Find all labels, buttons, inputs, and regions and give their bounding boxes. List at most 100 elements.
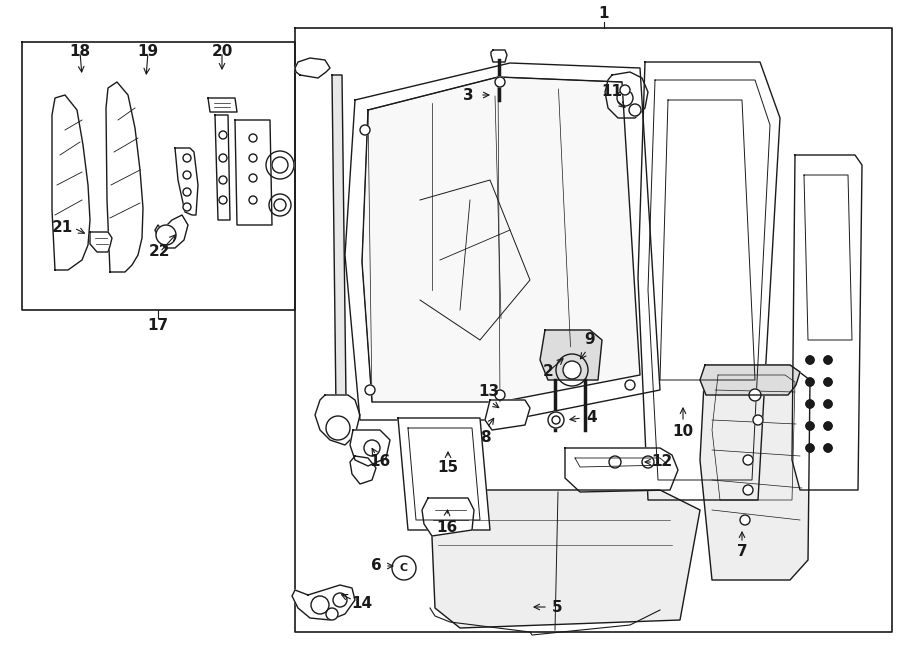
Text: 6: 6 <box>371 559 382 574</box>
Circle shape <box>806 378 814 386</box>
Polygon shape <box>235 120 272 225</box>
Polygon shape <box>22 42 295 310</box>
Text: 21: 21 <box>51 221 73 235</box>
Circle shape <box>563 361 581 379</box>
Circle shape <box>824 422 832 430</box>
Polygon shape <box>605 72 648 118</box>
Circle shape <box>249 154 257 162</box>
Polygon shape <box>208 98 237 112</box>
Text: 2: 2 <box>543 364 553 379</box>
Polygon shape <box>350 430 390 466</box>
Circle shape <box>183 154 191 162</box>
Circle shape <box>249 196 257 204</box>
Circle shape <box>552 416 560 424</box>
Polygon shape <box>700 365 810 580</box>
Circle shape <box>806 356 814 364</box>
Circle shape <box>743 455 753 465</box>
Polygon shape <box>430 490 700 628</box>
Polygon shape <box>485 400 530 430</box>
Text: 8: 8 <box>480 430 491 444</box>
Circle shape <box>824 400 832 408</box>
Circle shape <box>824 444 832 452</box>
Text: 19: 19 <box>138 44 158 59</box>
Text: 7: 7 <box>737 545 747 559</box>
Text: 14: 14 <box>351 596 373 611</box>
Circle shape <box>266 151 294 179</box>
Circle shape <box>269 194 291 216</box>
Text: 3: 3 <box>463 87 473 102</box>
Text: 9: 9 <box>585 332 595 348</box>
Polygon shape <box>295 58 330 78</box>
Polygon shape <box>295 28 892 632</box>
Polygon shape <box>332 75 346 408</box>
Polygon shape <box>491 50 507 62</box>
Circle shape <box>156 225 176 245</box>
Circle shape <box>495 390 505 400</box>
Circle shape <box>392 556 416 580</box>
Circle shape <box>753 415 763 425</box>
Polygon shape <box>175 148 198 215</box>
Circle shape <box>311 596 329 614</box>
Polygon shape <box>350 456 376 484</box>
Circle shape <box>824 378 832 386</box>
Circle shape <box>326 608 338 620</box>
Polygon shape <box>292 585 355 620</box>
Circle shape <box>274 199 286 211</box>
Text: 16: 16 <box>369 455 391 469</box>
Polygon shape <box>422 498 474 536</box>
Polygon shape <box>315 395 360 445</box>
Circle shape <box>219 154 227 162</box>
Circle shape <box>625 380 635 390</box>
Polygon shape <box>345 63 660 420</box>
Circle shape <box>642 456 654 468</box>
Circle shape <box>556 354 588 386</box>
Circle shape <box>743 485 753 495</box>
Polygon shape <box>638 62 780 500</box>
Circle shape <box>806 444 814 452</box>
Circle shape <box>824 356 832 364</box>
Polygon shape <box>565 448 678 492</box>
Circle shape <box>183 188 191 196</box>
Circle shape <box>183 203 191 211</box>
Text: 4: 4 <box>587 410 598 426</box>
Circle shape <box>495 77 505 87</box>
Circle shape <box>249 134 257 142</box>
Circle shape <box>609 456 621 468</box>
Circle shape <box>219 131 227 139</box>
Polygon shape <box>362 77 640 402</box>
Text: 10: 10 <box>672 424 694 440</box>
Polygon shape <box>398 418 490 530</box>
Text: 17: 17 <box>148 319 168 334</box>
Circle shape <box>365 385 375 395</box>
Circle shape <box>749 389 761 401</box>
Polygon shape <box>155 215 188 248</box>
Circle shape <box>333 593 347 607</box>
Circle shape <box>326 416 350 440</box>
Polygon shape <box>540 330 602 380</box>
Polygon shape <box>106 82 143 272</box>
Circle shape <box>806 400 814 408</box>
Polygon shape <box>90 232 112 252</box>
Text: 11: 11 <box>601 85 623 100</box>
Circle shape <box>272 157 288 173</box>
Text: 5: 5 <box>552 600 562 615</box>
Circle shape <box>629 104 641 116</box>
Polygon shape <box>700 365 800 395</box>
Polygon shape <box>215 115 230 220</box>
Polygon shape <box>792 155 862 490</box>
Circle shape <box>620 85 630 95</box>
Text: 15: 15 <box>437 461 459 475</box>
Text: 16: 16 <box>436 520 457 535</box>
Text: 13: 13 <box>479 385 500 399</box>
Circle shape <box>548 412 564 428</box>
Circle shape <box>183 171 191 179</box>
Text: 18: 18 <box>69 44 91 59</box>
Circle shape <box>249 174 257 182</box>
Circle shape <box>219 196 227 204</box>
Text: 12: 12 <box>652 455 672 469</box>
Text: C: C <box>400 563 408 573</box>
Text: 1: 1 <box>598 7 609 22</box>
Circle shape <box>617 90 633 106</box>
Text: 22: 22 <box>149 245 171 260</box>
Circle shape <box>364 440 380 456</box>
